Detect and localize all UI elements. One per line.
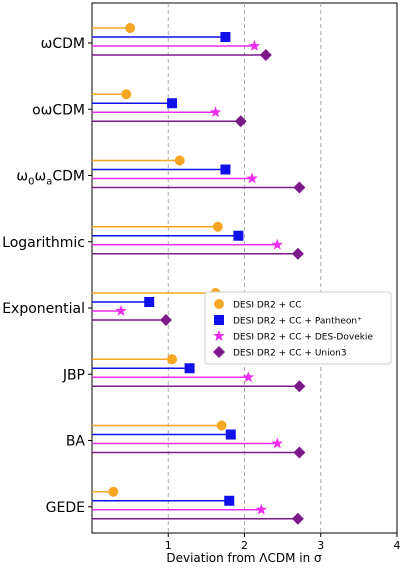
legend-label: DESI DR2 + CC + Pantheon⁺ [233, 317, 362, 327]
legend-box [204, 291, 392, 365]
data-point [293, 380, 306, 393]
data-point [291, 247, 304, 260]
data-point [121, 89, 132, 100]
data-point [167, 98, 178, 109]
data-point [108, 486, 119, 497]
legend-marker [214, 299, 224, 309]
data-point [125, 23, 136, 33]
data-point [242, 371, 255, 383]
data-point [259, 49, 272, 61]
x-tick-label: 2 [241, 539, 248, 552]
data-point [220, 164, 231, 175]
category-label: ω0ωaCDM [16, 169, 85, 188]
legend-label: DESI DR2 + CC + Union3 [233, 349, 347, 359]
data-point [115, 305, 127, 316]
data-point [271, 238, 283, 250]
data-point [216, 420, 227, 431]
data-point [271, 437, 283, 449]
legend-marker [213, 330, 225, 341]
data-point [293, 181, 306, 194]
category-label: JBP [62, 367, 85, 383]
data-point [293, 446, 306, 459]
legend-marker [214, 315, 224, 325]
data-point [234, 115, 247, 128]
data-point [212, 221, 223, 232]
x-tick-label: 3 [317, 539, 324, 552]
category-label: Exponential [2, 301, 85, 317]
data-point [233, 230, 244, 241]
category-label: GEDE [46, 500, 85, 516]
legend-marker [213, 346, 225, 358]
axes: 1 2 3 4 ωCDM oωCDM ω0ωaCDM Logarithmic Exponenti… [2, 36, 400, 552]
category-label: oωCDM [32, 102, 85, 118]
data-point [144, 297, 155, 307]
x-axis-label: Deviation from ΛCDM in σ [166, 551, 322, 565]
data-point [246, 172, 258, 184]
category-label: ωCDM [41, 36, 85, 52]
data-point [184, 363, 195, 374]
data-point [224, 495, 235, 506]
data-point [174, 155, 185, 166]
legend: DESI DR2 + CC DESI DR2 + CC + Pantheon⁺ DE… [204, 291, 392, 365]
data-point [255, 503, 267, 515]
data-point [159, 314, 172, 326]
x-tick-label: 1 [165, 539, 172, 552]
x-tick-label: 4 [394, 539, 400, 552]
data-point [291, 512, 304, 525]
data-point [220, 32, 231, 42]
series-marks [92, 23, 306, 525]
legend-label: DESI DR2 + CC + DES-Dovekie [233, 333, 373, 343]
data-point [225, 429, 236, 440]
grid-lines [167, 3, 322, 533]
data-point [167, 354, 178, 365]
legend-label: DESI DR2 + CC [233, 301, 302, 311]
data-point [209, 106, 222, 118]
category-label: Logarithmic [2, 235, 85, 251]
data-point [248, 40, 261, 51]
category-label: BA [66, 434, 86, 450]
